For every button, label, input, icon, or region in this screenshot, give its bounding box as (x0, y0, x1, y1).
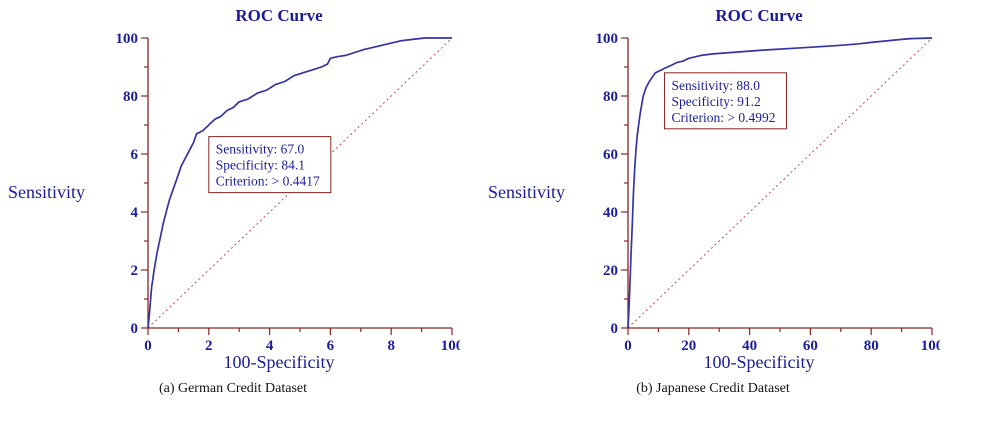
annotation-box (663, 72, 787, 130)
y-axis-label: Sensitivity (8, 181, 86, 202)
x-tick-label: 6 (327, 338, 335, 354)
x-tick-label: 8 (387, 338, 395, 354)
annotation-text: Criterion: > 0.4417 (216, 174, 320, 189)
x-tick-label: 60 (803, 338, 818, 354)
x-tick-label: 2 (205, 338, 213, 354)
x-axis-label: 100-Specificity (223, 352, 335, 372)
y-tick-label: 20 (603, 263, 618, 279)
x-tick-label: 20 (681, 338, 696, 354)
y-tick-label: 60 (603, 147, 618, 163)
x-tick-label: 4 (266, 338, 274, 354)
chance-diagonal-line (627, 37, 933, 329)
x-tick-label: 0 (144, 338, 152, 354)
x-tick-label: 100 (441, 338, 460, 354)
roc-plot-japanese: 0 20 40 60 80 100 0 20 40 60 80 100 Sensitivity: 88.… (596, 31, 941, 354)
y-tick-label: 0 (611, 321, 619, 337)
annotation-text: Criterion: > 0.4992 (671, 110, 775, 125)
chart-title: ROC Curve (235, 6, 323, 25)
y-tick-label: 4 (131, 205, 139, 221)
annotation-box (208, 136, 332, 194)
subfigure-caption: (b) Japanese Credit Dataset (636, 381, 790, 396)
subfigure-caption: (a) German Credit Dataset (158, 381, 308, 396)
x-tick-label: 80 (864, 338, 879, 354)
panel-german-credit: ROC Curve Sensitivity 0 2 4 6 8 100 0 2 4 6 80 100 S… (6, 4, 460, 435)
y-tick-label: 100 (116, 31, 139, 47)
y-tick-label: 0 (131, 321, 139, 337)
y-tick-label: 2 (131, 263, 139, 279)
annotation-text: Specificity: 91.2 (671, 94, 760, 109)
plot-row: Sensitivity 0 2 4 6 8 100 0 2 4 6 80 100 Sensitivity… (6, 26, 460, 358)
annotation-text: Specificity: 84.1 (216, 158, 305, 173)
roc-curve (627, 37, 933, 329)
y-tick-label: 80 (123, 89, 138, 105)
y-tick-label: 80 (603, 89, 618, 105)
x-tick-label: 40 (742, 338, 757, 354)
plot-row: Sensitivity 0 20 40 60 80 100 0 20 40 60 80 100 Sens… (486, 26, 940, 358)
annotation-text: Sensitivity: 67.0 (216, 142, 305, 157)
annotation-text: Sensitivity: 88.0 (671, 78, 760, 93)
y-tick-label: 100 (596, 31, 619, 47)
roc-curve (147, 37, 452, 329)
y-tick-label: 6 (131, 147, 139, 163)
y-tick-label: 40 (603, 205, 618, 221)
x-axis-label: 100-Specificity (703, 352, 815, 372)
chart-title: ROC Curve (715, 6, 803, 25)
roc-plot-german: 0 2 4 6 8 100 0 2 4 6 80 100 Sensitivity: 67.0Specif… (116, 31, 461, 354)
x-tick-label: 0 (624, 338, 632, 354)
panel-japanese-credit: ROC Curve Sensitivity 0 20 40 60 80 100 0 20 40 6… (486, 4, 940, 435)
x-tick-label: 100 (921, 338, 940, 354)
y-axis-label: Sensitivity (488, 181, 566, 202)
